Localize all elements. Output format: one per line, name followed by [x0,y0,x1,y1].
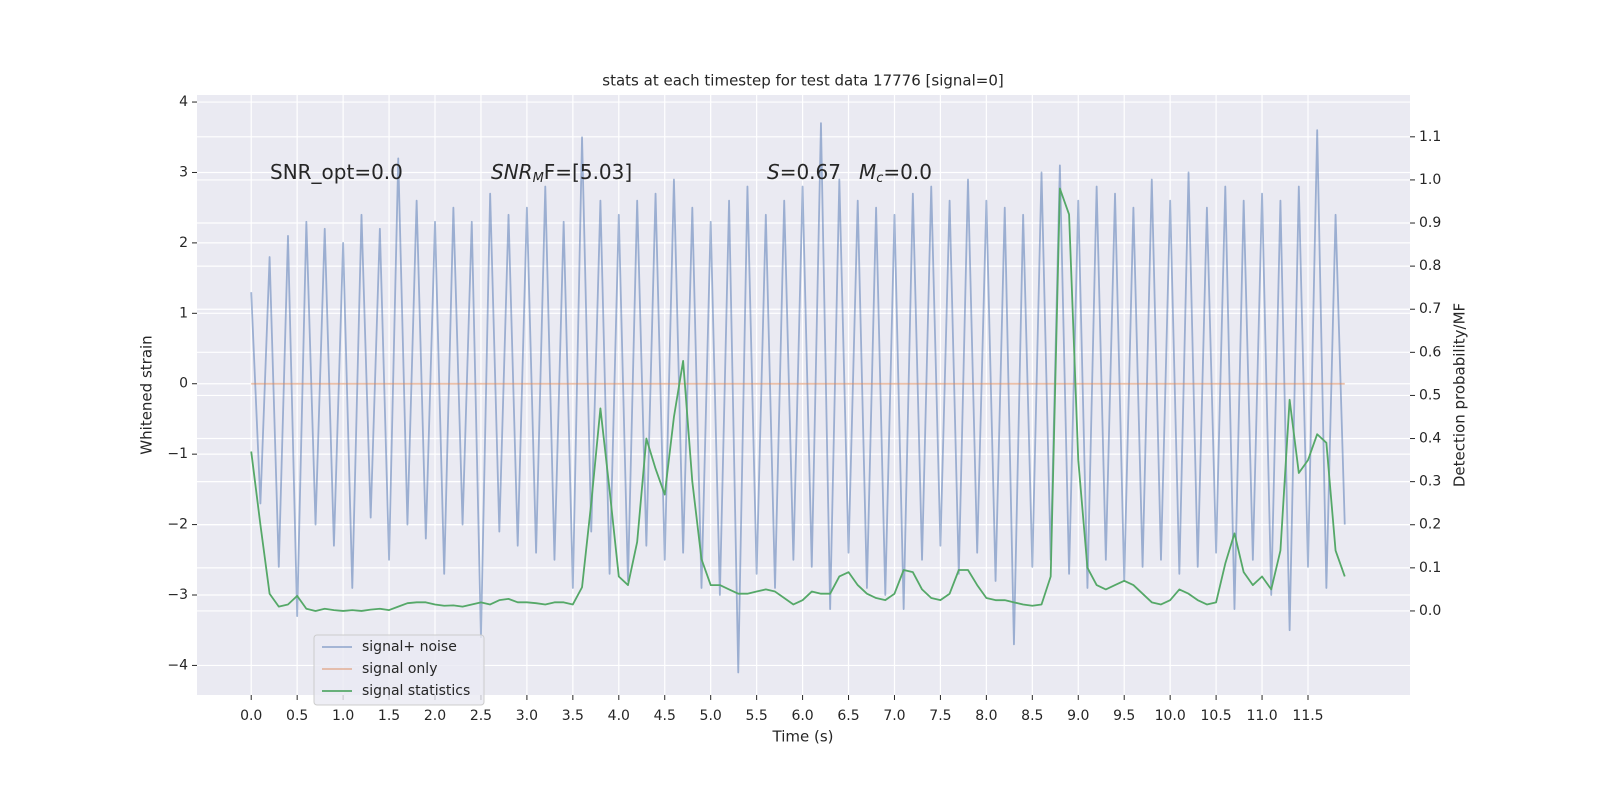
x-tick-label: 1.5 [378,708,400,724]
x-tick-label: 0.0 [240,708,262,724]
y-tick-label: −2 [167,517,188,533]
x-tick-label: 7.5 [929,708,951,724]
y2-tick-label: 0.9 [1419,215,1441,231]
x-tick-label: 6.0 [791,708,813,724]
annotation: S=0.67 Mc=0.0 [767,160,932,186]
annotation: SNR_opt=0.0 [270,160,403,184]
x-tick-label: 10.5 [1201,708,1232,724]
annotation-part: F=[5.03] [544,160,632,184]
series-line [250,122,1346,674]
y2-tick-label: 0.4 [1419,431,1441,447]
x-tick-label: 4.5 [654,708,676,724]
x-tick-label: 8.0 [975,708,997,724]
x-tick-label: 4.0 [608,708,630,724]
y2-tick-label: 0.0 [1419,603,1441,619]
x-tick-label: 5.5 [746,708,768,724]
x-tick-label: 9.0 [1067,708,1089,724]
y2-axis-label: Detection probability/MF [1451,303,1469,487]
y2-tick-label: 1.1 [1419,129,1441,145]
x-tick-label: 7.0 [883,708,905,724]
y-tick-label: −3 [167,587,188,603]
annotation-part: M [533,171,544,186]
y-tick-label: −1 [167,446,188,462]
y-axis-label: Whitened strain [138,335,156,454]
x-tick-label: 6.5 [837,708,859,724]
y-tick-label: 0 [179,376,188,392]
x-tick-label: 5.0 [700,708,722,724]
y2-tick-label: 0.6 [1419,344,1441,360]
x-tick-label: 2.0 [424,708,446,724]
annotation-part: SNR_opt=0.0 [270,160,403,184]
x-tick-label: 1.0 [332,708,354,724]
annotation-part: =0.67 [780,160,841,184]
legend-box [313,634,485,706]
x-tick-label: 9.5 [1113,708,1135,724]
annotation: SNRMF=[5.03] [491,160,632,186]
y2-tick-label: 0.7 [1419,301,1441,317]
chart-title: stats at each timestep for test data 177… [602,72,1003,90]
annotation-part: SNR [491,160,533,184]
x-tick-label: 11.0 [1246,708,1277,724]
x-tick-label: 2.5 [470,708,492,724]
y-tick-label: 1 [179,305,188,321]
y2-tick-label: 0.1 [1419,560,1441,576]
y-tick-label: 2 [179,235,188,251]
x-tick-label: 3.5 [562,708,584,724]
y2-tick-label: 0.8 [1419,258,1441,274]
x-tick-label: 0.5 [286,708,308,724]
annotation-part: =0.0 [883,160,932,184]
annotation-part: M [859,160,876,184]
y2-tick-label: 0.3 [1419,474,1441,490]
y-tick-label: 3 [179,164,188,180]
legend-label: signal statistics [362,683,470,699]
x-tick-label: 3.0 [516,708,538,724]
legend-label: signal only [362,661,437,677]
y2-tick-label: 1.0 [1419,172,1441,188]
annotation-part: S [767,160,780,184]
x-tick-label: 11.5 [1292,708,1323,724]
legend-label: signal+ noise [362,639,457,655]
series-line [250,187,1346,612]
x-tick-label: 10.0 [1155,708,1186,724]
annotation-part: c [876,171,883,186]
y-tick-label: −4 [167,657,188,673]
y2-tick-label: 0.2 [1419,517,1441,533]
x-axis-label: Time (s) [772,728,834,746]
y2-tick-label: 0.5 [1419,387,1441,403]
y-tick-label: 4 [179,94,188,110]
x-tick-label: 8.5 [1021,708,1043,724]
